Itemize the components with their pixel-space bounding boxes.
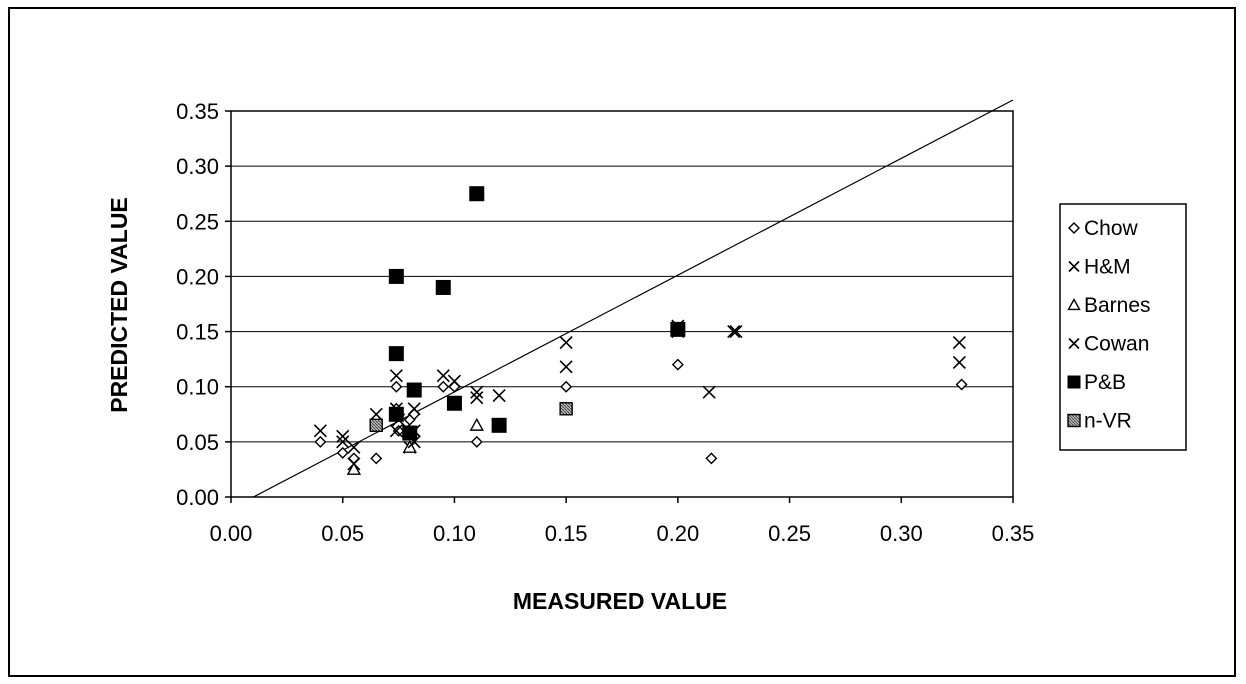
data-point bbox=[346, 461, 362, 475]
data-point bbox=[952, 336, 966, 350]
data-point bbox=[470, 435, 483, 448]
legend-items: Chow H&M Barnes Cowan P&B n-VR bbox=[1067, 217, 1151, 433]
legend-item: P&B bbox=[1067, 371, 1126, 394]
y-tick-label: 0.35 bbox=[176, 99, 219, 124]
legend-marker bbox=[1068, 260, 1080, 273]
x-tick-label: 0.10 bbox=[433, 521, 476, 546]
legend-marker bbox=[1067, 298, 1081, 311]
data-point bbox=[389, 369, 403, 383]
y-tick-label: 0.15 bbox=[176, 320, 219, 345]
x-tick-label: 0.25 bbox=[768, 521, 811, 546]
data-point bbox=[347, 457, 361, 471]
x-tick-label: 0.00 bbox=[210, 521, 253, 546]
series-n-vr bbox=[369, 402, 573, 433]
legend-label: n-VR bbox=[1084, 410, 1132, 433]
data-point bbox=[388, 406, 404, 422]
gridlines bbox=[231, 165, 1013, 443]
data-point bbox=[446, 395, 462, 411]
data-point bbox=[670, 321, 686, 337]
data-point bbox=[370, 452, 383, 465]
data-point bbox=[559, 402, 573, 416]
series-p-b bbox=[388, 186, 686, 441]
data-point bbox=[469, 186, 485, 202]
legend-item: Chow bbox=[1068, 217, 1139, 240]
legend: Chow H&M Barnes Cowan P&B n-VR bbox=[1059, 203, 1187, 451]
data-point bbox=[705, 452, 718, 465]
data-point bbox=[388, 346, 404, 362]
y-tick-label: 0.10 bbox=[176, 375, 219, 400]
data-point bbox=[347, 440, 361, 454]
data-point bbox=[407, 402, 421, 416]
legend-marker bbox=[1068, 337, 1080, 350]
data-point bbox=[336, 429, 350, 443]
data-point bbox=[388, 268, 404, 284]
reference-line bbox=[253, 99, 1014, 498]
y-tick-label: 0.00 bbox=[176, 485, 219, 510]
data-point bbox=[436, 369, 450, 383]
y-tick-label: 0.20 bbox=[176, 264, 219, 289]
y-tick-label: 0.30 bbox=[176, 154, 219, 179]
data-point bbox=[671, 358, 684, 371]
data-point bbox=[952, 355, 966, 370]
series-cowan bbox=[336, 325, 966, 471]
data-points bbox=[313, 186, 968, 475]
legend-label: Cowan bbox=[1084, 333, 1149, 356]
data-point bbox=[437, 380, 450, 393]
data-point bbox=[559, 360, 573, 374]
data-point bbox=[470, 391, 484, 405]
x-tick-label: 0.05 bbox=[321, 521, 364, 546]
y-tick-label: 0.25 bbox=[176, 209, 219, 234]
y-tick-label: 0.05 bbox=[176, 430, 219, 455]
x-tick-label: 0.35 bbox=[992, 521, 1035, 546]
legend-marker bbox=[1067, 413, 1081, 428]
legend-item: n-VR bbox=[1067, 410, 1132, 433]
data-point bbox=[347, 452, 360, 465]
legend-label: H&M bbox=[1084, 256, 1131, 279]
data-point bbox=[314, 435, 327, 448]
data-point bbox=[313, 424, 327, 438]
data-point bbox=[702, 385, 716, 399]
data-point bbox=[469, 417, 484, 431]
reference-line-group bbox=[253, 99, 1014, 498]
data-point bbox=[447, 374, 461, 388]
legend-box bbox=[1059, 203, 1187, 451]
series-barnes bbox=[346, 417, 484, 475]
data-point bbox=[955, 378, 968, 391]
x-tick-label: 0.15 bbox=[545, 521, 588, 546]
data-point bbox=[727, 325, 741, 339]
legend-marker bbox=[1067, 375, 1081, 389]
data-point bbox=[390, 380, 403, 393]
data-point bbox=[336, 446, 349, 459]
x-axis-ticks: 0.00 0.05 0.10 0.15 0.20 0.25 0.30 0.35 bbox=[210, 497, 1035, 546]
data-point bbox=[470, 385, 484, 399]
legend-label: Barnes bbox=[1084, 294, 1151, 317]
data-point bbox=[492, 388, 506, 403]
legend-marker bbox=[1068, 222, 1080, 234]
data-point bbox=[406, 382, 422, 398]
data-point bbox=[435, 279, 451, 295]
chart-frame bbox=[8, 7, 1236, 677]
y-axis-title: PREDICTED VALUE bbox=[106, 197, 132, 413]
data-point bbox=[560, 380, 573, 393]
legend-item: H&M bbox=[1068, 256, 1131, 279]
legend-label: Chow bbox=[1084, 217, 1139, 240]
data-point bbox=[729, 325, 743, 339]
legend-label: P&B bbox=[1084, 371, 1126, 394]
x-tick-label: 0.20 bbox=[656, 521, 699, 546]
data-point bbox=[402, 425, 418, 441]
legend-item: Cowan bbox=[1068, 333, 1149, 356]
data-point bbox=[369, 407, 383, 421]
data-point bbox=[559, 336, 573, 350]
legend-item: Barnes bbox=[1067, 294, 1151, 317]
data-point bbox=[491, 417, 507, 433]
data-point bbox=[336, 435, 350, 449]
x-axis-title: MEASURED VALUE bbox=[513, 588, 727, 614]
data-point bbox=[392, 424, 405, 437]
data-point bbox=[369, 418, 383, 433]
x-tick-label: 0.30 bbox=[880, 521, 923, 546]
y-axis-ticks: 0.00 0.05 0.10 0.15 0.20 0.25 0.30 0.35 bbox=[176, 99, 231, 510]
data-point bbox=[389, 424, 403, 438]
plot-area-border bbox=[230, 110, 1014, 498]
